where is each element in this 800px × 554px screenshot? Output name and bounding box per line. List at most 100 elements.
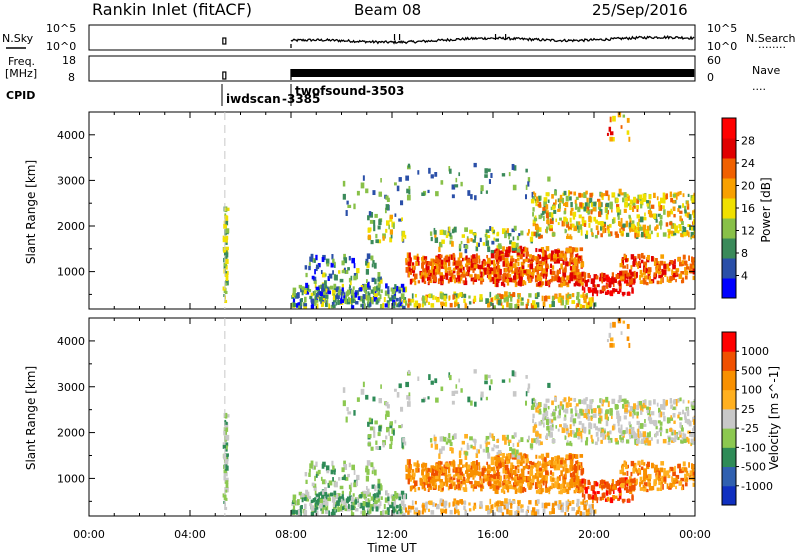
power-cell <box>605 202 610 208</box>
velocity-cell <box>473 439 477 443</box>
velocity-cell <box>392 509 395 514</box>
velocity-cell <box>576 479 580 484</box>
velocity-cell <box>602 430 606 437</box>
velocity-cell <box>342 387 346 393</box>
velocity-cell <box>558 475 561 481</box>
velocity-cell <box>657 420 661 424</box>
noise-tick-right-top: 10^5 <box>707 22 737 35</box>
power-cell <box>341 287 344 292</box>
power-cell <box>569 277 574 282</box>
power-cell <box>680 232 684 237</box>
power-cell <box>575 247 579 253</box>
velocity-cell <box>674 465 676 472</box>
velocity-cell <box>223 430 226 436</box>
velocity-cell <box>224 489 228 493</box>
power-cell <box>542 207 546 211</box>
velocity-cell <box>569 424 572 430</box>
power-cell <box>224 282 228 286</box>
power-cell <box>569 217 572 223</box>
velocity-cell <box>590 408 593 414</box>
velocity-cell <box>484 476 487 482</box>
power-cell <box>488 179 492 184</box>
velocity-cell <box>370 446 374 451</box>
velocity-cell <box>562 479 566 485</box>
power-cell <box>458 243 462 249</box>
power-cell <box>682 193 685 198</box>
velocity-cell <box>445 466 450 470</box>
power-cell <box>636 214 640 219</box>
colorbar-segment <box>722 447 736 468</box>
velocity-cell <box>443 502 447 509</box>
power-cell <box>438 241 443 248</box>
velocity-cell <box>378 398 382 404</box>
power-cell <box>671 269 674 276</box>
power-cell <box>394 284 397 289</box>
velocity-cell <box>580 489 584 493</box>
velocity-cell <box>602 436 605 441</box>
power-cell <box>563 190 567 196</box>
velocity-cell <box>580 501 583 505</box>
velocity-cell <box>565 427 569 431</box>
power-cell <box>631 223 635 229</box>
power-cell <box>535 248 538 253</box>
velocity-cell <box>688 420 692 427</box>
power-cell <box>516 257 520 261</box>
power-cell <box>519 245 523 252</box>
power-cell <box>388 224 390 230</box>
beam-title: Beam 08 <box>354 1 421 19</box>
velocity-cell <box>352 493 355 497</box>
power-cell <box>509 261 513 267</box>
power-cell <box>407 264 411 270</box>
power-cell <box>673 213 676 218</box>
power-cell <box>443 265 447 270</box>
velocity-cell <box>603 430 606 434</box>
power-cell <box>625 193 629 198</box>
power-cell <box>597 206 602 210</box>
power-cell <box>301 290 304 296</box>
velocity-cell <box>447 473 452 477</box>
velocity-cell <box>508 378 511 383</box>
velocity-cell <box>566 440 569 444</box>
velocity-cell <box>581 511 585 516</box>
power-cell <box>372 260 375 264</box>
y-tick-label: 3000 <box>57 381 85 394</box>
power-cell <box>408 252 411 258</box>
velocity-cell <box>601 496 605 501</box>
velocity-cell <box>374 420 378 425</box>
velocity-cell <box>496 469 499 473</box>
velocity-cell <box>505 460 509 465</box>
velocity-cell <box>428 374 431 381</box>
power-cell <box>551 217 554 221</box>
power-cell <box>534 266 538 273</box>
velocity-cell <box>578 431 583 437</box>
velocity-cell <box>372 466 375 471</box>
velocity-cell <box>666 471 670 476</box>
velocity-cell <box>534 399 537 404</box>
power-cell <box>398 289 402 294</box>
power-cell <box>487 168 491 172</box>
power-cell <box>436 270 439 275</box>
power-cell <box>322 294 326 298</box>
power-cell <box>437 254 442 260</box>
power-cell <box>636 198 640 204</box>
power-cell <box>511 270 515 274</box>
power-cell <box>333 283 337 289</box>
velocity-cell <box>537 405 539 410</box>
velocity-cell <box>680 486 684 491</box>
velocity-cell <box>495 455 499 459</box>
velocity-cell <box>439 479 443 483</box>
power-cell <box>581 285 584 291</box>
velocity-cell <box>593 509 597 514</box>
velocity-cell <box>453 464 456 469</box>
velocity-cell <box>445 468 448 475</box>
velocity-cell <box>502 480 506 486</box>
power-cell <box>466 258 470 263</box>
velocity-cell <box>379 485 383 491</box>
power-cell <box>657 268 661 273</box>
power-cell <box>224 215 228 219</box>
power-cell <box>520 230 524 236</box>
velocity-cell <box>474 480 477 487</box>
velocity-cell <box>347 473 350 478</box>
velocity-cell <box>669 466 674 472</box>
power-cell <box>427 261 430 265</box>
